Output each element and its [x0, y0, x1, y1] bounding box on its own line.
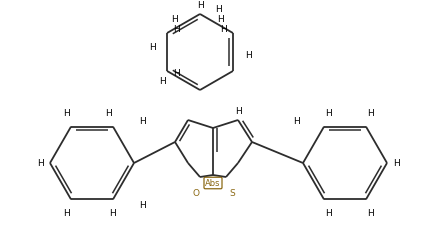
- Text: H: H: [37, 159, 43, 167]
- Text: H: H: [172, 15, 178, 24]
- Text: H: H: [197, 1, 203, 10]
- Text: H: H: [105, 108, 111, 118]
- Text: H: H: [221, 25, 227, 35]
- Text: H: H: [368, 108, 374, 118]
- Text: H: H: [138, 118, 145, 127]
- Text: H: H: [63, 209, 69, 218]
- Text: H: H: [160, 77, 167, 86]
- Text: H: H: [368, 209, 374, 218]
- Text: O: O: [193, 189, 199, 198]
- Text: H: H: [215, 5, 222, 14]
- Text: H: H: [394, 159, 400, 167]
- Text: H: H: [217, 15, 223, 24]
- Text: H: H: [325, 108, 332, 118]
- Text: H: H: [109, 209, 116, 218]
- Text: Abs: Abs: [205, 179, 221, 188]
- Text: H: H: [149, 44, 155, 53]
- Text: H: H: [173, 69, 179, 78]
- Text: H: H: [173, 25, 179, 35]
- Text: S: S: [229, 189, 235, 198]
- Text: H: H: [293, 118, 299, 127]
- Text: H: H: [138, 201, 145, 210]
- Text: H: H: [235, 107, 242, 116]
- Text: H: H: [245, 51, 251, 60]
- Text: H: H: [325, 209, 332, 218]
- Text: H: H: [63, 108, 69, 118]
